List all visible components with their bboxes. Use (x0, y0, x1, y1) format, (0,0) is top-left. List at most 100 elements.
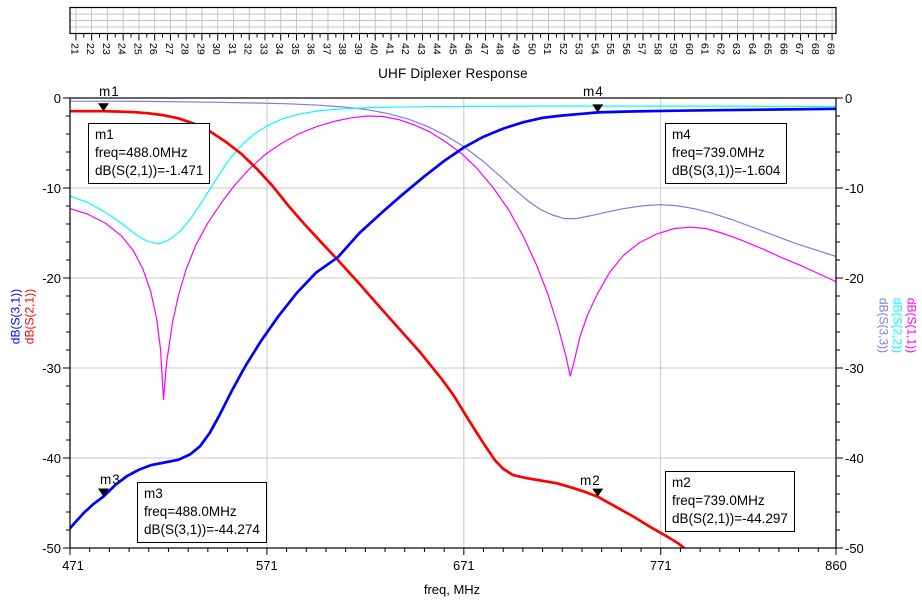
x-axis-title: freq, MHz (423, 582, 481, 597)
channel-number: 52 (557, 43, 569, 55)
channel-number: 58 (651, 43, 663, 55)
marker-readout-line: dB(S(3,1))=-1.604 (672, 163, 781, 178)
marker-readout-line: freq=739.0MHz (672, 493, 765, 508)
channel-number: 56 (620, 43, 632, 55)
y-tick-label-right: -40 (845, 450, 864, 466)
marker-readout-line: m2 (672, 475, 691, 490)
marker-triangle-m3[interactable] (97, 488, 109, 497)
marker-readout-line: m3 (144, 486, 163, 501)
marker-label-m1[interactable]: m1 (99, 84, 120, 99)
channel-number: 25 (131, 43, 143, 55)
channel-number: 37 (320, 43, 332, 55)
channel-number: 50 (525, 43, 537, 55)
channel-number: 53 (573, 43, 585, 55)
y-tick-label-left: -10 (42, 180, 61, 196)
y-tick-label-right: -20 (845, 270, 864, 286)
channel-number: 45 (446, 43, 458, 55)
trace-dB(S(2,2))[interactable] (70, 105, 836, 245)
marker-label-m4[interactable]: m4 (583, 84, 604, 99)
marker-readout-line: freq=739.0MHz (672, 145, 765, 160)
channel-number: 43 (415, 43, 427, 55)
axis-ticks (63, 97, 843, 555)
trace-dB(S(3,3))[interactable] (70, 100, 836, 257)
channel-number: 69 (825, 43, 837, 55)
channel-number: 34 (273, 43, 285, 55)
channel-number: 65 (762, 43, 774, 55)
channel-number: 64 (746, 43, 758, 55)
y-tick-label-left: -40 (42, 450, 61, 466)
marker-label-m2[interactable]: m2 (580, 473, 601, 488)
x-tick-label: 771 (649, 558, 672, 573)
marker-readout-m3[interactable]: m3 freq=488.0MHz dB(S(3,1))=-44.274 (137, 482, 267, 543)
y-axis-name-left: dB(S(3,1)) (8, 288, 23, 344)
channel-number: 31 (226, 43, 238, 55)
marker-readout-line: dB(S(3,1))=-44.274 (144, 522, 260, 537)
y-tick-label-right: -10 (845, 180, 864, 196)
marker-triangle-m2[interactable] (592, 488, 604, 497)
y-tick-label-right: -50 (845, 540, 864, 556)
y-tick-label-right: 0 (845, 90, 853, 106)
y-tick-label-left: 0 (53, 90, 61, 106)
marker-readout-m2[interactable]: m2 freq=739.0MHz dB(S(2,1))=-44.297 (665, 471, 795, 532)
channel-number: 38 (336, 43, 348, 55)
channel-number: 48 (494, 43, 506, 55)
channel-number: 27 (163, 43, 175, 55)
y-tick-label-left: -50 (42, 540, 61, 556)
marker-readout-line: dB(S(2,1))=-44.297 (672, 511, 788, 526)
channel-number: 61 (699, 43, 711, 55)
y-axis-name-right: dB(S(1,1)) (904, 297, 919, 353)
channel-number: 23 (100, 43, 112, 55)
channel-number: 68 (809, 43, 821, 55)
x-tick-label: 860 (825, 558, 847, 573)
channel-number: 22 (84, 43, 96, 55)
x-tick-label: 471 (62, 558, 84, 573)
y-tick-label-left: -30 (42, 360, 61, 376)
channel-number: 36 (305, 43, 317, 55)
channel-number: 24 (116, 43, 128, 55)
marker-readout-line: freq=488.0MHz (95, 145, 188, 160)
trace-dB(S(3,1))[interactable] (70, 107, 836, 530)
channel-number: 30 (210, 43, 222, 55)
channel-number: 35 (289, 43, 301, 55)
channel-number: 29 (194, 43, 206, 55)
marker-readout-line: m4 (672, 127, 691, 142)
channel-number: 57 (636, 43, 648, 55)
y-axis-name-left: dB(S(2,1)) (22, 288, 37, 344)
channel-number: 66 (777, 43, 789, 55)
channel-number: 28 (179, 43, 191, 55)
channel-number: 60 (683, 43, 695, 55)
channel-ruler: 21 22 23 24 25 26 27 28 29 30 31 32 33 34 35 36 37 38 39 40… (68, 6, 837, 55)
channel-number: 54 (588, 43, 600, 55)
channel-number: 49 (509, 43, 521, 55)
channel-number: 51 (541, 43, 553, 55)
trace-dB(S(1,1))[interactable] (70, 115, 836, 401)
marker-readout-line: dB(S(2,1))=-1.471 (95, 163, 204, 178)
channel-number: 39 (352, 43, 364, 55)
marker-readout-line: m1 (95, 127, 114, 142)
y-axis-name-right: dB(S(3,3)) (876, 297, 891, 353)
channel-number: 26 (147, 43, 159, 55)
channel-number: 55 (604, 43, 616, 55)
channel-number: 46 (462, 43, 474, 55)
channel-number: 21 (68, 43, 80, 55)
channel-number: 40 (368, 43, 380, 55)
channel-number: 41 (383, 43, 395, 55)
x-tick-label: 571 (256, 558, 278, 573)
channel-number: 63 (730, 43, 742, 55)
channel-number: 32 (242, 43, 254, 55)
channel-number: 44 (431, 43, 443, 55)
channel-number: 62 (714, 43, 726, 55)
chart-title: UHF Diplexer Response (378, 66, 528, 81)
gridlines (70, 98, 836, 548)
plot-border (69, 97, 837, 549)
y-tick-label-right: -30 (845, 360, 864, 376)
marker-label-m3[interactable]: m3 (100, 472, 121, 487)
trace-dB(S(2,1))[interactable] (70, 109, 687, 550)
marker-readout-line: freq=488.0MHz (144, 504, 237, 519)
marker-triangle-m4[interactable] (592, 104, 604, 113)
marker-triangle-m1[interactable] (97, 103, 109, 112)
marker-readout-m1[interactable]: m1 freq=488.0MHz dB(S(2,1))=-1.471 (88, 123, 211, 184)
marker-readout-m4[interactable]: m4 freq=739.0MHz dB(S(3,1))=-1.604 (665, 123, 788, 184)
